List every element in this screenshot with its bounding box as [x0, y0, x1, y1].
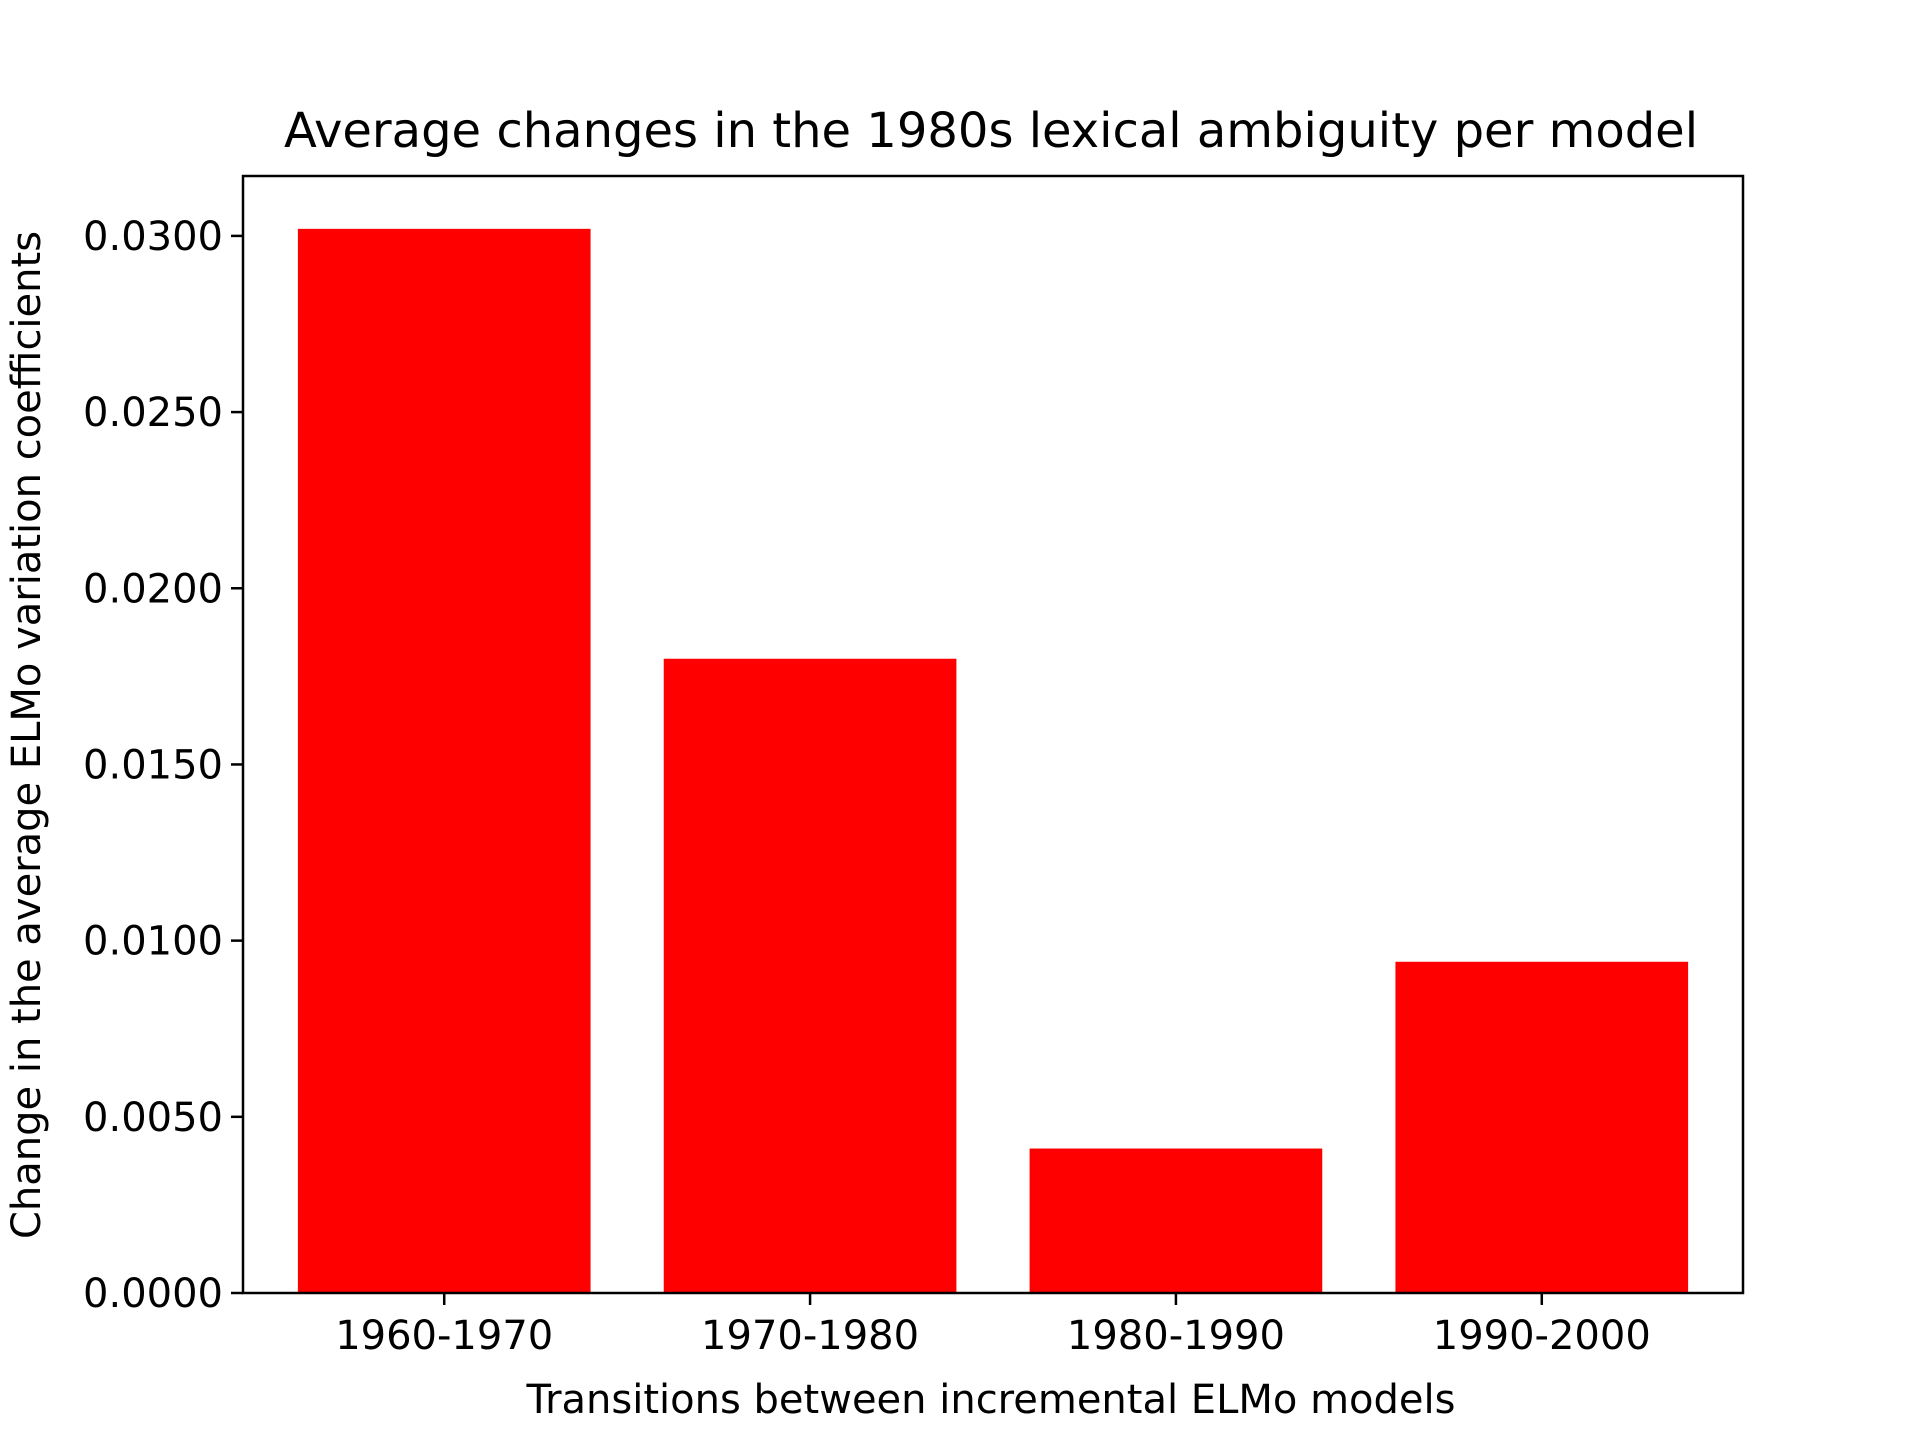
y-axis-label: Change in the average ELMo variation coe… — [4, 231, 50, 1239]
x-axis: 1960-1970 1970-1980 1980-1990 1990-2000 — [335, 1293, 1651, 1359]
y-tick-label: 0.0000 — [83, 1271, 223, 1317]
y-tick-label: 0.0300 — [83, 214, 223, 260]
x-tick-label: 1990-2000 — [1433, 1313, 1651, 1359]
y-tick-label: 0.0250 — [83, 390, 223, 436]
x-tick-label: 1980-1990 — [1067, 1313, 1285, 1359]
x-tick-label: 1970-1980 — [701, 1313, 919, 1359]
bars-layer — [297, 228, 1689, 1294]
y-tick-label: 0.0100 — [83, 919, 223, 965]
x-tick-label: 1960-1970 — [335, 1313, 553, 1359]
y-axis: 0.0000 0.0050 0.0100 0.0150 0.0200 0.0250 0.03… — [83, 214, 243, 1317]
plot-frame — [241, 174, 1745, 1295]
bar-1980-1990 — [1029, 1148, 1323, 1293]
bar-1960-1970 — [297, 228, 591, 1294]
bar-1990-2000 — [1395, 961, 1689, 1293]
bar-1970-1980 — [663, 658, 957, 1293]
chart-title: Average changes in the 1980s lexical amb… — [284, 103, 1698, 159]
x-axis-label: Transitions between incremental ELMo mod… — [526, 1377, 1456, 1423]
y-tick-label: 0.0200 — [83, 566, 223, 612]
y-tick-label: 0.0150 — [83, 742, 223, 788]
y-tick-label: 0.0050 — [83, 1095, 223, 1141]
